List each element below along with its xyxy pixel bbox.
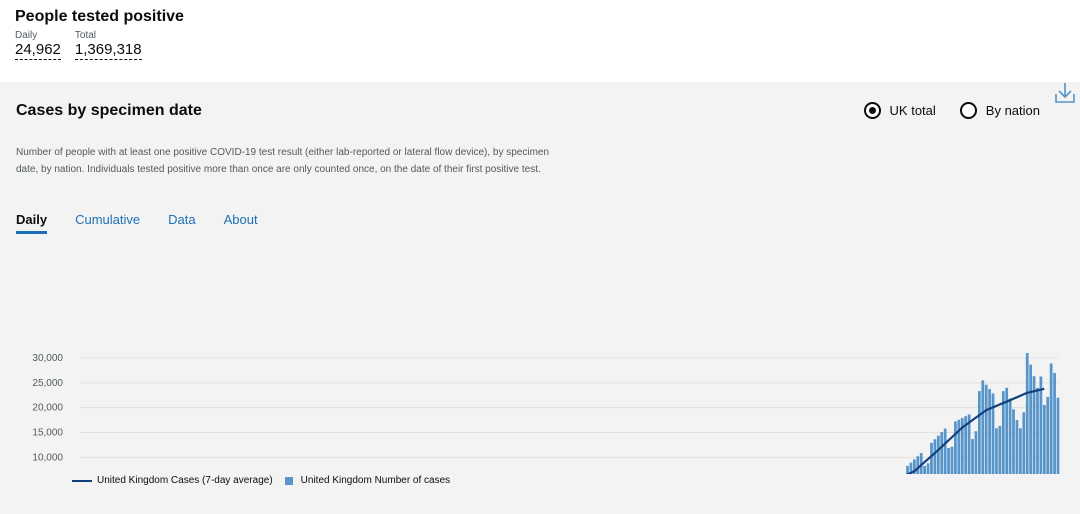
bar	[1019, 428, 1022, 474]
card-title: Cases by specimen date	[16, 102, 202, 119]
legend-line-swatch	[72, 479, 92, 482]
headline-stats: Daily 24,962 Total 1,369,318	[15, 30, 184, 60]
bar	[1032, 376, 1036, 474]
chart-card: Cases by specimen date UK total By natio…	[0, 82, 1080, 514]
total-value[interactable]: 1,369,318	[74, 41, 142, 60]
daily-value[interactable]: 24,962	[15, 41, 61, 60]
bar	[967, 414, 971, 474]
bar	[991, 393, 995, 474]
bar	[1015, 420, 1019, 474]
daily-label: Daily	[15, 30, 38, 41]
bar	[977, 391, 981, 474]
bar	[906, 465, 909, 474]
legend-bar-label: United Kingdom Number of cases	[300, 475, 451, 486]
bar	[974, 431, 978, 474]
bar	[960, 417, 964, 474]
bar	[998, 425, 1002, 474]
bar	[1025, 353, 1029, 474]
headline-title: People tested positive	[15, 8, 184, 25]
y-tick-label: 10,000	[32, 452, 63, 463]
total-stat: Total 1,369,318	[74, 30, 142, 60]
tab-data[interactable]: Data	[168, 212, 196, 227]
chart-description: Number of people with at least one posit…	[16, 147, 550, 175]
bar	[933, 439, 937, 474]
area-radio-group: UK total By nation	[840, 102, 1040, 119]
bar	[995, 428, 998, 474]
bar	[981, 380, 985, 474]
tab-about[interactable]: About	[223, 212, 258, 227]
radio-by-nation[interactable]: By nation	[959, 102, 1040, 119]
bar	[943, 428, 947, 474]
bar	[988, 389, 991, 474]
chart-tabs: Daily Cumulative Data About	[16, 212, 286, 234]
bar	[1022, 412, 1026, 474]
daily-stat: Daily 24,962	[15, 30, 61, 60]
radio-selected-icon	[863, 102, 881, 119]
radio-uk-total[interactable]: UK total	[863, 102, 936, 119]
headline: People tested positive Daily 24,962 Tota…	[15, 8, 184, 60]
download-icon[interactable]	[1054, 82, 1076, 104]
bar	[1029, 364, 1033, 474]
bar	[1056, 397, 1060, 474]
bar	[1053, 372, 1056, 474]
bar	[947, 447, 950, 474]
bar	[936, 435, 940, 474]
bar	[1005, 387, 1009, 474]
bar	[1012, 409, 1015, 474]
y-tick-label: 20,000	[32, 403, 63, 414]
bar	[916, 456, 920, 474]
bar	[909, 462, 913, 474]
y-tick-label: 15,000	[32, 428, 63, 439]
bar	[954, 421, 957, 474]
radio-uk-total-label: UK total	[889, 103, 936, 118]
legend-line-label: United Kingdom Cases (7-day average)	[97, 475, 273, 486]
radio-by-nation-label: By nation	[985, 103, 1040, 118]
y-tick-label: 25,000	[32, 378, 63, 389]
bar	[1001, 391, 1005, 474]
bar	[1039, 376, 1043, 474]
bar	[913, 459, 916, 474]
bar	[1036, 387, 1039, 474]
bar	[950, 446, 954, 474]
bar	[930, 442, 933, 474]
total-label: Total	[74, 30, 97, 41]
bar	[926, 463, 930, 474]
bar	[1008, 398, 1012, 474]
bar	[1049, 363, 1053, 474]
bar	[957, 419, 961, 474]
y-tick-label: 30,000	[32, 353, 63, 364]
bar	[940, 432, 944, 474]
bar	[971, 439, 974, 474]
bar	[919, 453, 923, 474]
average-line	[905, 387, 1045, 474]
chart-legend: United Kingdom Cases (7-day average) Uni…	[72, 475, 450, 486]
tab-cumulative[interactable]: Cumulative	[75, 212, 141, 227]
bar	[1042, 404, 1046, 474]
radio-unselected-icon	[959, 102, 977, 119]
bar	[984, 384, 988, 474]
legend-bar-swatch	[284, 476, 293, 485]
bar	[964, 416, 968, 474]
tab-daily[interactable]: Daily	[16, 212, 48, 234]
bar	[1046, 396, 1050, 474]
bar	[923, 465, 927, 474]
